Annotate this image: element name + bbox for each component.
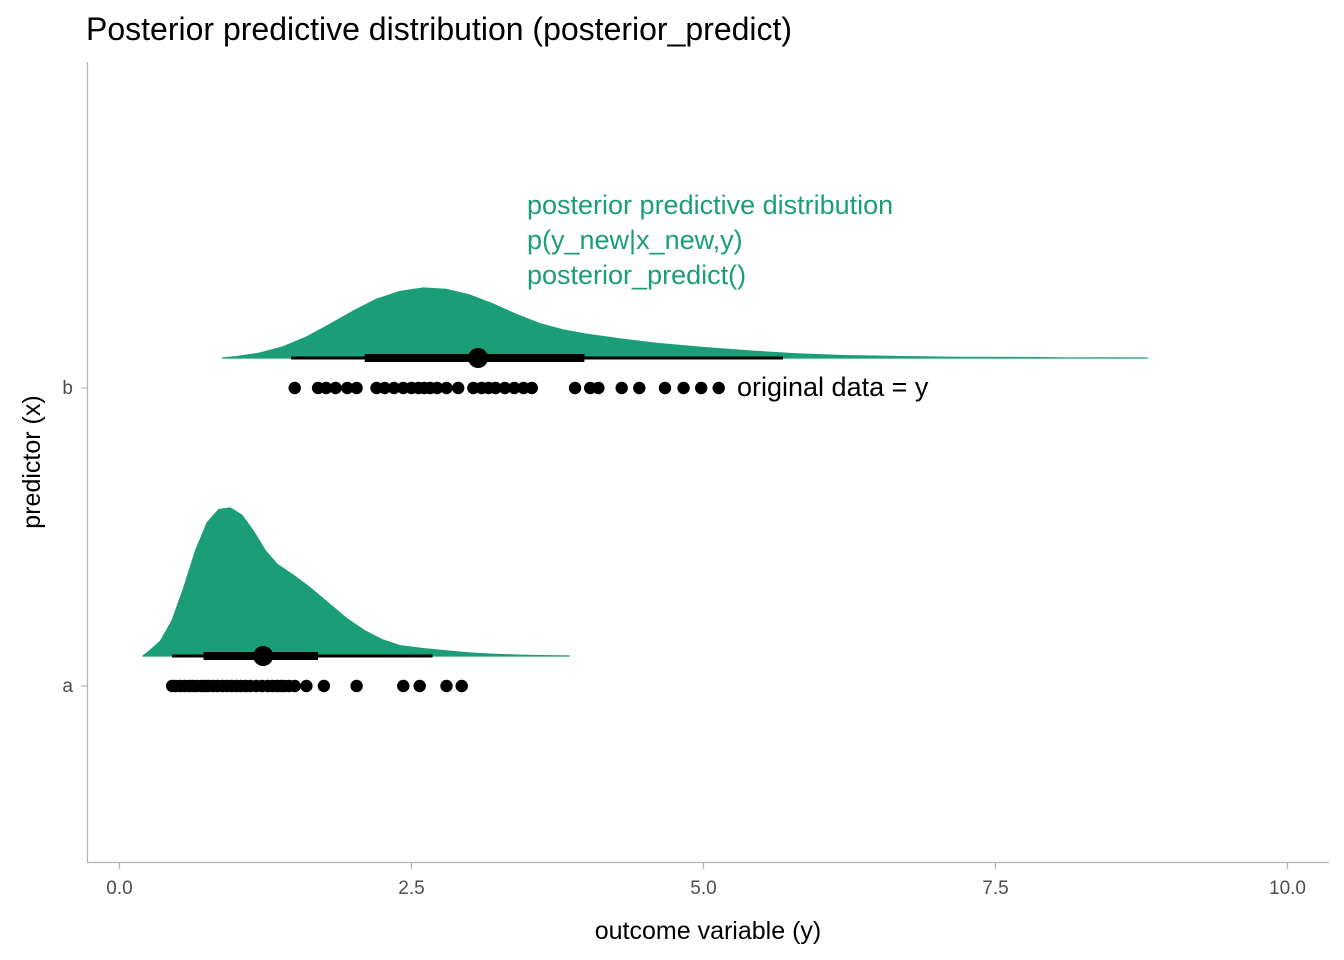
data-point-b-20	[489, 381, 502, 395]
data-point-b-2	[320, 381, 333, 395]
data-point-a-32	[413, 679, 426, 693]
data-point-b-7	[378, 381, 391, 395]
data-point-b-14	[431, 381, 444, 395]
annotation-line-1: posterior predictive distribution	[527, 190, 893, 220]
data-point-a-28	[300, 679, 313, 693]
data-point-b-3	[329, 381, 342, 395]
annotation-line-2: p(y_new|x_new,y)	[527, 225, 743, 255]
data-point-b-21	[498, 381, 512, 395]
data-point-b-4	[341, 381, 354, 395]
x-tick-label-0: 0.0	[106, 878, 132, 899]
data-point-a-34	[455, 679, 468, 693]
data-point-b-24	[525, 381, 538, 395]
data-point-a-27	[288, 679, 301, 693]
data-point-b-31	[677, 381, 690, 395]
x-axis-title: outcome variable (y)	[595, 917, 821, 945]
y-axis-ticks: ab	[62, 378, 87, 697]
data-point-b-22	[508, 381, 521, 395]
data-point-b-0	[288, 381, 301, 395]
data-point-a-31	[397, 679, 410, 693]
data-point-b-25	[568, 381, 582, 395]
data-point-b-8	[387, 381, 401, 395]
data-point-b-16	[452, 381, 465, 395]
y-tick-label-a: a	[62, 676, 73, 697]
x-axis-ticks: 0.0 2.5 5.0 7.5 10.0	[106, 862, 1306, 899]
plot-area	[142, 287, 1148, 693]
data-point-b-32	[695, 381, 708, 395]
x-tick-label-3: 7.5	[982, 878, 1008, 899]
x-tick-label-2: 5.0	[690, 878, 716, 899]
data-point-b-33	[712, 381, 725, 395]
data-point-b-15	[440, 381, 453, 395]
annotation-line-3: posterior_predict()	[527, 260, 746, 290]
chart-title: Posterior predictive distribution (poste…	[86, 11, 792, 47]
y-axis-title: predictor (x)	[18, 395, 46, 528]
data-point-a-29	[317, 679, 331, 693]
posterior-annotation: posterior predictive distribution p(y_ne…	[527, 190, 893, 290]
data-annotation: original data = y	[737, 372, 929, 402]
data-point-a-33	[440, 679, 453, 693]
y-tick-label-b: b	[62, 378, 73, 399]
density-b	[221, 287, 1148, 359]
data-point-b-28	[615, 381, 628, 395]
data-point-b-29	[633, 381, 646, 395]
x-tick-label-4: 10.0	[1269, 878, 1306, 899]
data-point-b-30	[658, 381, 672, 395]
median-point-a	[253, 646, 274, 666]
data-point-a-30	[350, 679, 363, 693]
data-point-b-27	[592, 381, 605, 395]
density-a	[142, 507, 570, 657]
median-point-b	[468, 348, 489, 368]
data-point-b-5	[350, 381, 363, 395]
x-tick-label-1: 2.5	[398, 878, 424, 899]
